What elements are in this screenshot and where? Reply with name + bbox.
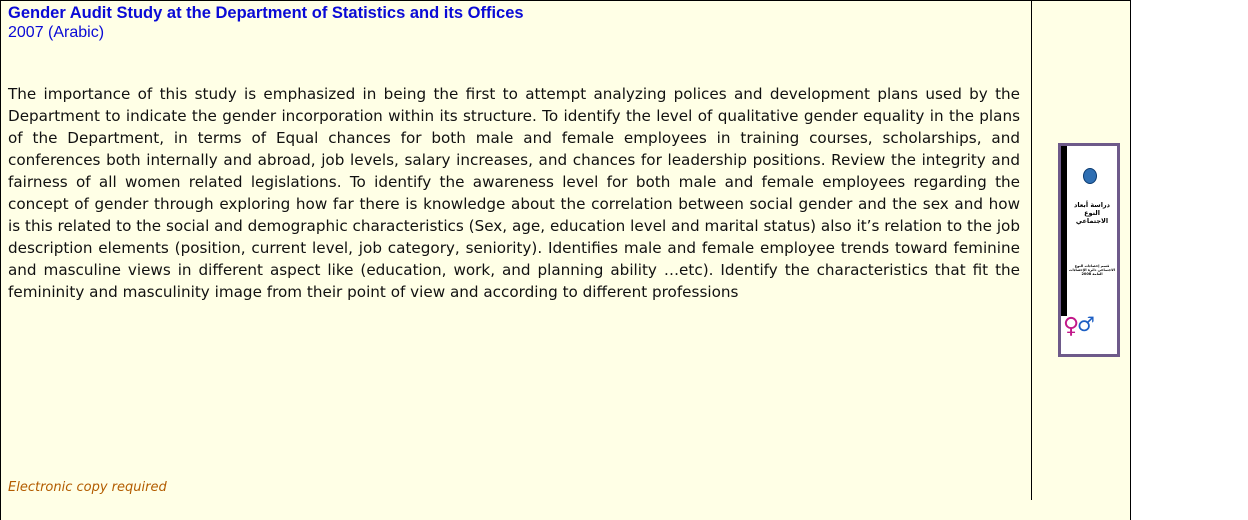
entry-description: The importance of this study is emphasiz…	[8, 83, 1020, 303]
cover-footer: قسم إحصاءات النوع الاجتماعي دائرة الإحصا…	[1068, 264, 1116, 277]
page: {"entry": { "title": "Gender Audit Study…	[0, 0, 1248, 500]
gender-symbol: ♂	[1077, 314, 1095, 334]
cover-stripe	[1061, 146, 1067, 316]
book-cover[interactable]: دراسة أبعاد النوع الاجتماعي قسم إحصاءات …	[1058, 143, 1120, 357]
entry: Gender Audit Study at the Department of …	[8, 3, 1020, 303]
entry-title[interactable]: Gender Audit Study at the Department of …	[8, 3, 1020, 23]
cover-page: دراسة أبعاد النوع الاجتماعي قسم إحصاءات …	[1061, 146, 1117, 354]
entry-note: Electronic copy required	[8, 480, 167, 495]
cover-title: دراسة أبعاد النوع الاجتماعي	[1068, 202, 1116, 225]
cover-logo	[1083, 168, 1097, 184]
entry-subtitle: 2007 (Arabic)	[8, 23, 1020, 43]
column-divider	[1031, 0, 1032, 500]
